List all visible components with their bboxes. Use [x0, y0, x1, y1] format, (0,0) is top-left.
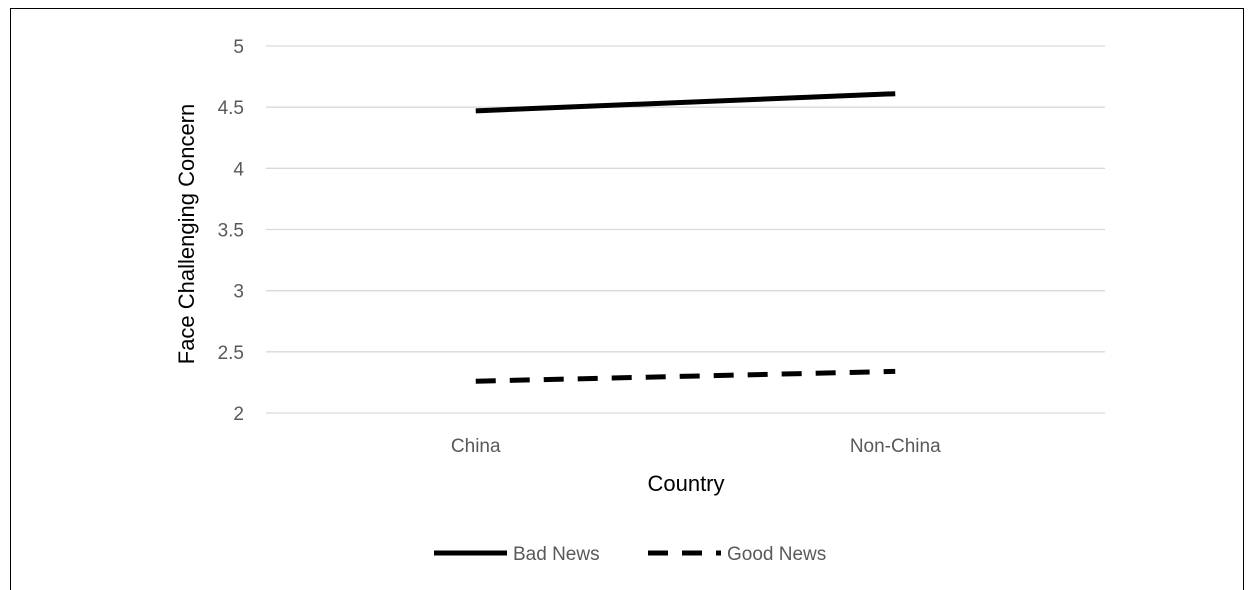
legend: Bad News Good News	[434, 544, 826, 565]
y-tick-labels: 2 2.5 3 3.5 4 4.5 5	[218, 37, 245, 425]
y-tick-label: 3.5	[218, 221, 244, 242]
series-line-bad-news	[475, 91, 896, 114]
legend-label-bad-news: Bad News	[513, 544, 600, 565]
y-tick-label: 4	[233, 159, 244, 180]
y-tick-label: 5	[233, 37, 244, 58]
y-tick-label: 3	[233, 282, 244, 303]
y-axis-title: Face Challenging Concern	[174, 104, 199, 365]
y-tick-label: 2.5	[218, 343, 244, 364]
y-tick-label: 2	[233, 404, 244, 425]
series-line-good-news	[475, 368, 896, 384]
x-tick-labels: China Non-China	[451, 436, 941, 457]
gridlines	[266, 45, 1105, 414]
x-tick-label: China	[451, 436, 501, 457]
x-axis-title: Country	[647, 471, 724, 496]
series-lines	[475, 91, 896, 384]
x-tick-label: Non-China	[850, 436, 941, 457]
legend-label-good-news: Good News	[727, 544, 826, 565]
y-tick-label: 4.5	[218, 98, 244, 119]
chart-frame	[10, 8, 1244, 590]
